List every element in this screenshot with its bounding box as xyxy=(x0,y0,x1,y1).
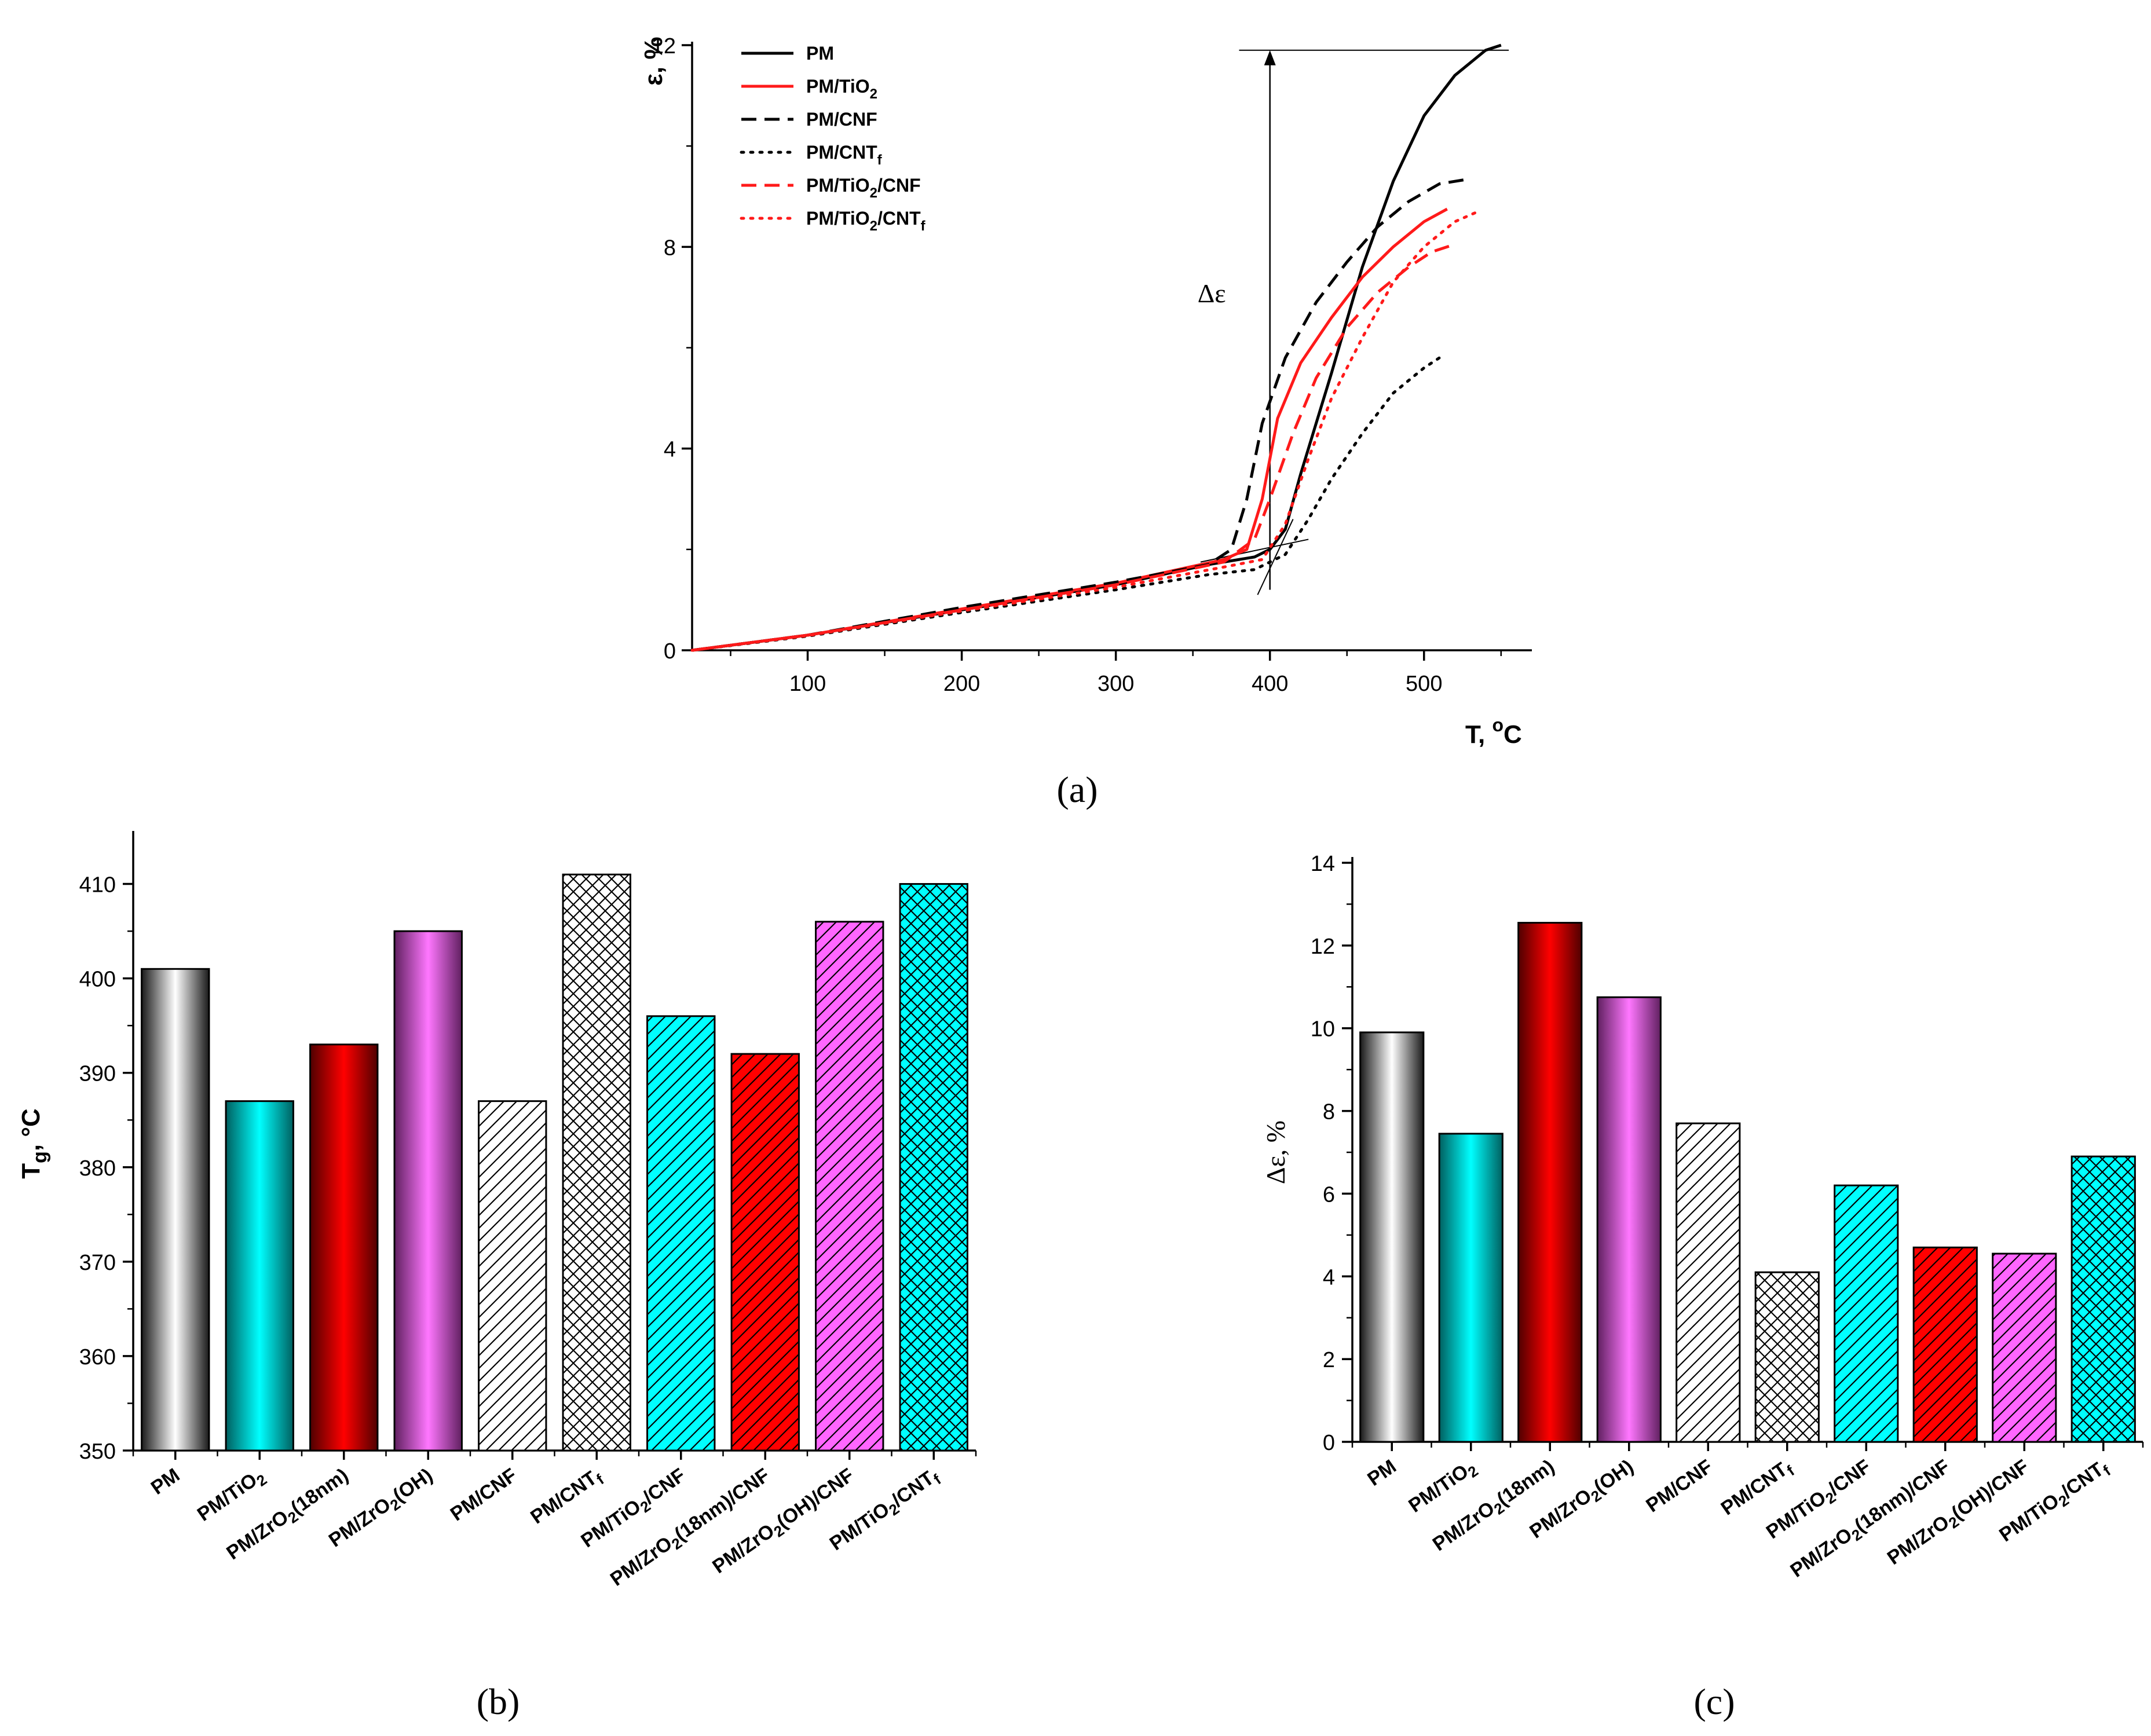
y-tick-label: 14 xyxy=(1311,852,1335,876)
y-tick-label: 380 xyxy=(79,1156,116,1181)
x-axis-title-a: T, oC xyxy=(1465,715,1522,749)
bar-pm xyxy=(1359,1031,1425,1443)
bar-pm-cnf xyxy=(1676,1122,1741,1443)
panel-label-b: (b) xyxy=(477,1681,520,1722)
y-tick-label: 10 xyxy=(1311,1017,1335,1042)
category-label: PM/ZrO2​(18nm)/CNF xyxy=(606,1464,775,1593)
panel-b-bar-chart: 350 360 370 380 390 400 410 PM PM/TiO2​ PM/ZrO2​(… xyxy=(17,831,977,1722)
y-tick-label: 6 xyxy=(1323,1182,1335,1207)
bar-pm-zro2-oh-cnf xyxy=(815,921,884,1452)
bar-pm-zro2-oh-cnf xyxy=(1992,1252,2057,1443)
category-label: PM/ZrO2​(OH)/CNF xyxy=(1883,1455,2035,1572)
y-axis-title-c: Δε, % xyxy=(1261,1120,1290,1184)
y-axis-title-b: Tg, °C xyxy=(17,1108,51,1179)
legend-label: PM/TiO2 xyxy=(806,76,877,102)
legend-label: PM/TiO2/CNF xyxy=(806,175,921,201)
panel-label-a: (a) xyxy=(1056,769,1098,810)
category-label: PM xyxy=(1363,1455,1400,1490)
delta-arrow-head xyxy=(1264,50,1276,65)
bar-pm-cnf xyxy=(478,1100,547,1452)
y-tick-label: 390 xyxy=(79,1062,116,1086)
y-tick-label-a: 12 xyxy=(652,34,676,58)
delta-epsilon-annotation: Δε xyxy=(1198,279,1226,308)
panel-a-line-chart: 100 200 300 400 500 0 4 8 12ε, % T, oC Δε PM PM/TiO2… xyxy=(639,34,1532,810)
series-line-pm xyxy=(692,43,1502,652)
y-tick-label-a: 8 xyxy=(664,236,676,260)
y-tick-label: 360 xyxy=(79,1345,116,1369)
category-label: PM/ZrO2​(OH)/CNF xyxy=(708,1464,859,1580)
legend-label: PM/CNTf xyxy=(806,142,883,168)
x-tick-label-a: 400 xyxy=(1252,672,1288,696)
bar-pm xyxy=(141,968,210,1452)
bar-pm-tio2-cnf xyxy=(646,1015,716,1452)
y-tick-label-a: 4 xyxy=(664,438,676,462)
bar-pm-zro2-oh- xyxy=(1596,996,1662,1443)
y-tick-label: 12 xyxy=(1311,935,1335,959)
y-tick-label-a: 0 xyxy=(664,639,676,664)
tangent-line xyxy=(1257,519,1294,595)
category-label: PM/CNF xyxy=(1642,1455,1717,1517)
bar-pm-zro2-18nm- xyxy=(309,1043,379,1452)
bar-pm-tio2-cntf xyxy=(2070,1155,2136,1443)
x-tick-label-a: 500 xyxy=(1406,672,1442,696)
y-tick-label: 410 xyxy=(79,873,116,898)
y-tick-label: 4 xyxy=(1323,1265,1335,1290)
series-line-pm-cntf xyxy=(690,356,1441,652)
bar-pm-zro2-18nm-cnf xyxy=(1912,1246,1978,1443)
y-tick-label: 370 xyxy=(79,1251,116,1275)
series-line-pm-cnf xyxy=(692,177,1471,652)
bar-pm-tio2 xyxy=(225,1100,294,1452)
bar-pm-zro2-18nm-cnf xyxy=(730,1053,800,1452)
y-tick-label: 350 xyxy=(79,1440,116,1464)
bar-pm-tio2 xyxy=(1438,1133,1503,1443)
y-axis-title-a: ε, % xyxy=(639,37,668,86)
bar-pm-zro2-oh- xyxy=(393,930,463,1452)
x-tick-label-a: 200 xyxy=(943,672,980,696)
bar-pm-tio2-cntf xyxy=(899,883,968,1452)
y-tick-label: 2 xyxy=(1323,1348,1335,1372)
bar-pm-zro2-18nm- xyxy=(1517,922,1583,1443)
y-tick-label: 0 xyxy=(1323,1431,1335,1455)
bar-pm-tio2-cnf xyxy=(1834,1184,1899,1443)
panel-label-c: (c) xyxy=(1693,1681,1735,1722)
legend-label: PM xyxy=(806,43,834,64)
bar-pm-cntf xyxy=(1754,1271,1820,1443)
category-label: PM/TiO2​ xyxy=(193,1464,270,1528)
x-tick-label-a: 300 xyxy=(1098,672,1134,696)
series-line-pm-tio2 xyxy=(692,207,1448,652)
legend-label: PM/CNF xyxy=(806,109,877,130)
legend-label: PM/TiO2/CNTf xyxy=(806,208,926,234)
x-tick-label-a: 100 xyxy=(789,672,826,696)
y-tick-label: 400 xyxy=(79,968,116,992)
bar-pm-cntf xyxy=(562,873,631,1452)
category-label: PM xyxy=(147,1464,184,1499)
y-tick-label: 8 xyxy=(1323,1100,1335,1125)
category-label: PM/CNF xyxy=(447,1464,521,1525)
series-line-pm-tio2-cntf xyxy=(690,210,1480,652)
